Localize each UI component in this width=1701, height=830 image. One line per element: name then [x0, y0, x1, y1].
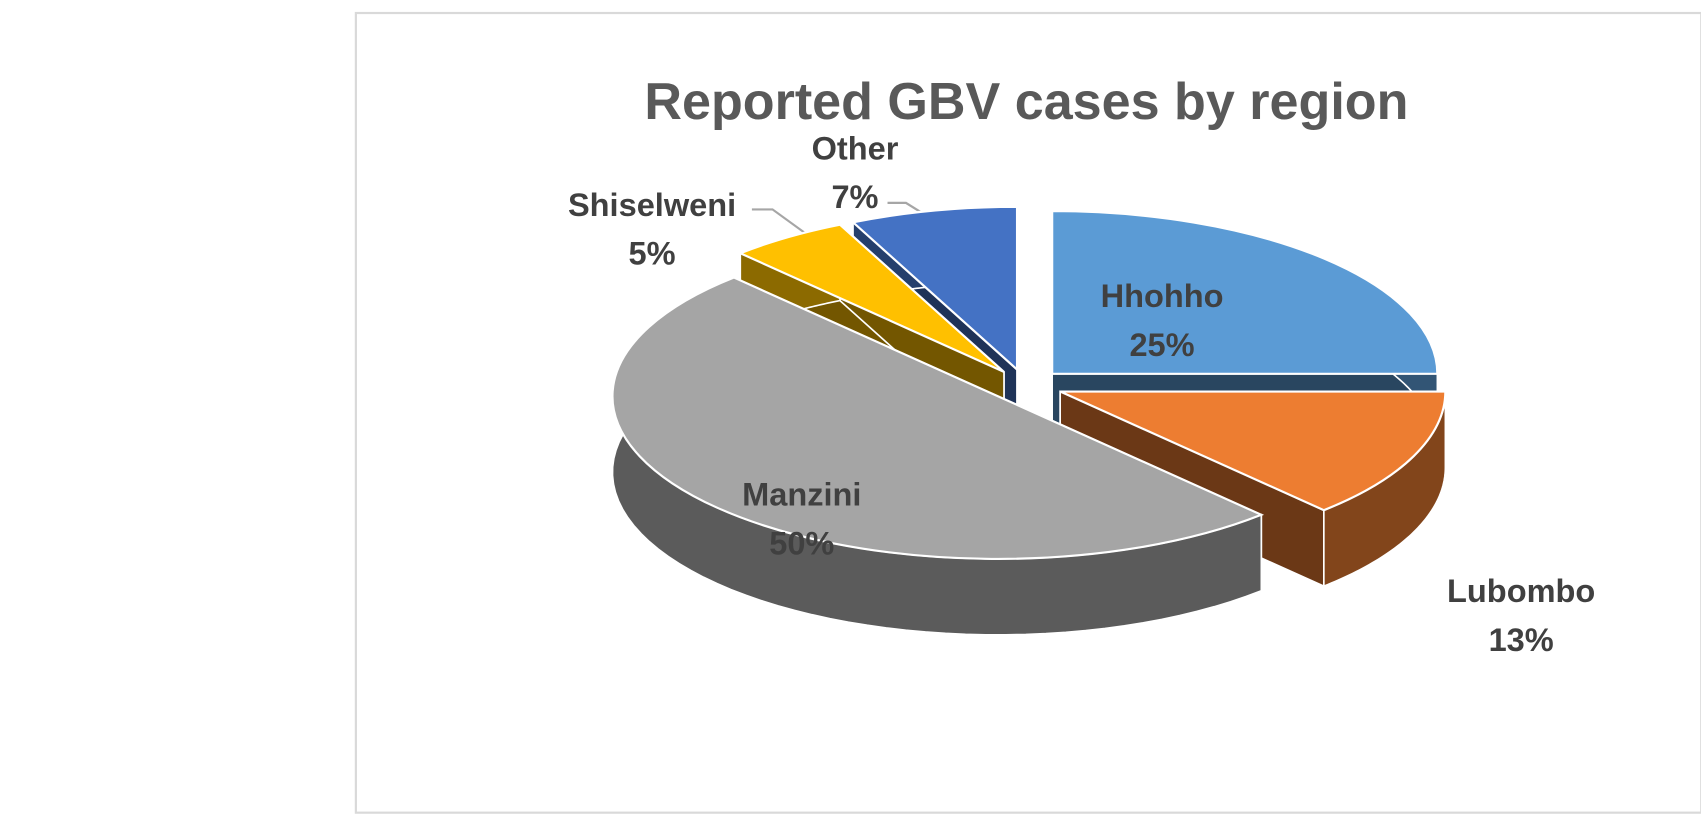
slice-top [1059, 390, 1447, 512]
data-label-category: Shiselweni [568, 187, 736, 223]
data-label-value: 50% [769, 525, 834, 561]
slice-top [611, 276, 1265, 560]
chart-title: Reported GBV cases by region [644, 73, 1408, 131]
data-label-value: 7% [831, 179, 878, 215]
slice [611, 276, 1265, 636]
data-label-category: Hhohho [1101, 278, 1224, 314]
data-label-value: 25% [1129, 327, 1194, 363]
slice-top [850, 205, 1019, 372]
data-label-category: Lubombo [1447, 573, 1595, 609]
data-label-value: 5% [629, 236, 676, 272]
chart-area: Reported GBV cases by region Hhohho 25% Lu… [354, 11, 1701, 814]
slice-top [1051, 209, 1439, 375]
pie [611, 205, 1447, 636]
data-label-category: Manzini [742, 477, 861, 513]
slice-top [737, 223, 1005, 373]
data-label-value: 13% [1489, 622, 1554, 658]
data-label-category: Other [812, 130, 899, 166]
labels: Hhohho 25% Lubombo 13% Manzini 50% Shiselweni 5… [568, 130, 1595, 658]
